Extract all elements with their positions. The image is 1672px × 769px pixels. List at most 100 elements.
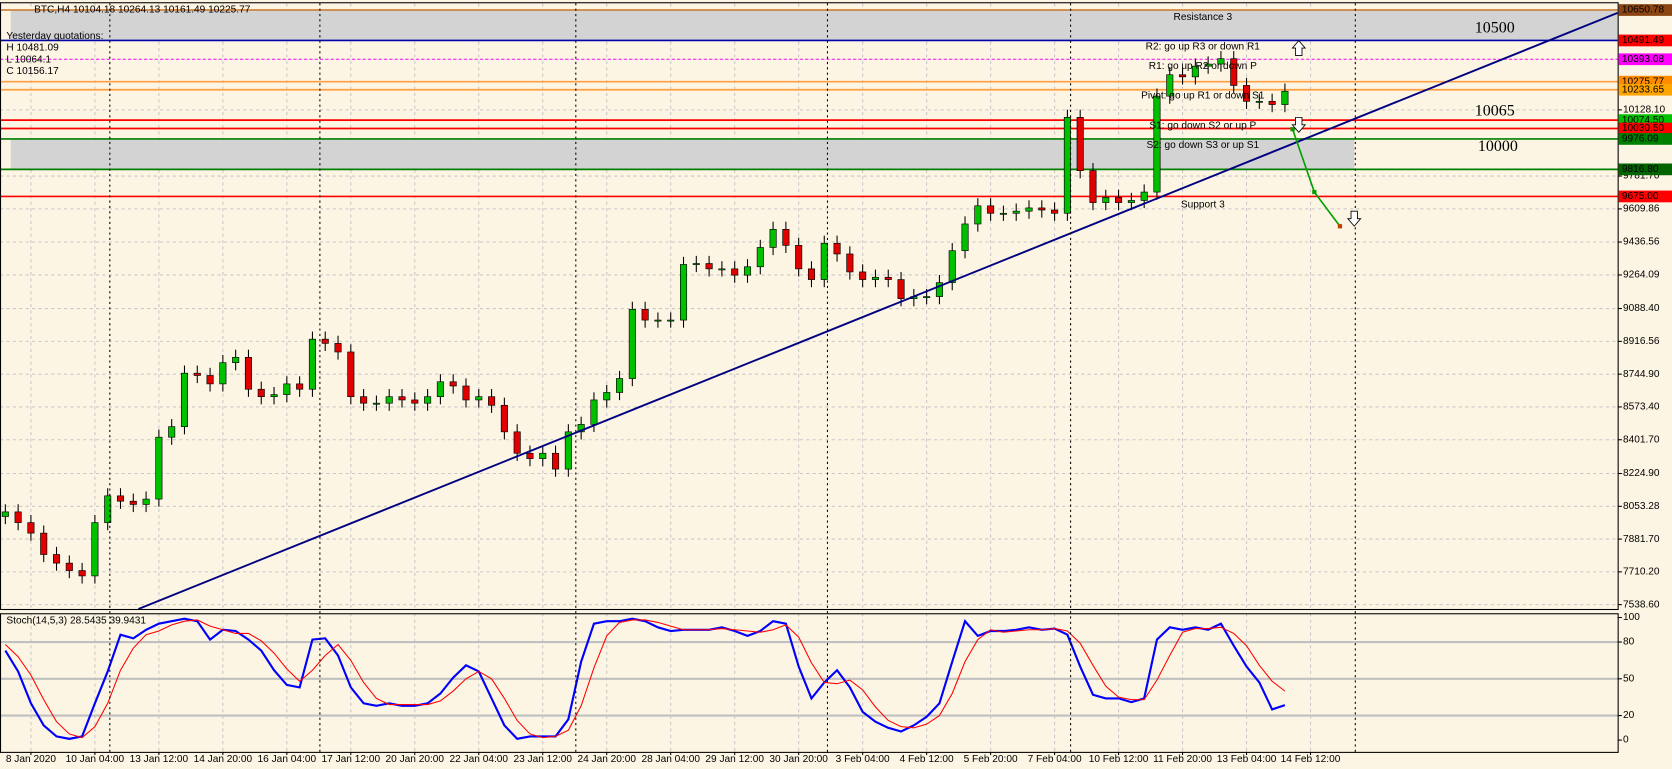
info-text: H 10481.09 bbox=[6, 43, 59, 54]
candle-body bbox=[1063, 117, 1071, 214]
candle-body bbox=[1268, 100, 1276, 105]
chart-header: BTC,H4 10104.18 10264.13 10161.49 10225.… bbox=[34, 4, 251, 15]
candle-body bbox=[654, 319, 662, 322]
open-price: 10104.18 bbox=[73, 4, 116, 15]
candle-body bbox=[833, 242, 841, 255]
candle-body bbox=[948, 250, 956, 283]
candle-body bbox=[1140, 191, 1148, 201]
candle-body bbox=[590, 399, 598, 425]
y-tick-label: 50 bbox=[1623, 673, 1635, 684]
y-tick-label: 8916.56 bbox=[1623, 336, 1660, 347]
x-tick-label: 28 Jan 04:00 bbox=[641, 754, 700, 765]
high-price: 10264.13 bbox=[118, 4, 161, 15]
indicator-line bbox=[4, 617, 1286, 741]
y-tick-label: 20 bbox=[1623, 710, 1635, 721]
candle-body bbox=[116, 495, 125, 502]
candle-body bbox=[692, 263, 700, 265]
candle-body bbox=[78, 570, 86, 577]
candle-body bbox=[1102, 197, 1110, 203]
candle-body bbox=[334, 343, 342, 353]
candle-body bbox=[257, 388, 265, 398]
candle-body bbox=[756, 247, 764, 268]
candle-body bbox=[1191, 65, 1199, 78]
y-tick-label: 8744.90 bbox=[1623, 369, 1660, 380]
background-layer bbox=[0, 3, 1622, 756]
candle-body bbox=[219, 362, 227, 385]
y-tick-label: 7538.60 bbox=[1623, 599, 1660, 610]
candle-body bbox=[1051, 209, 1059, 214]
candle-body bbox=[283, 383, 291, 395]
y-tick-label: 9436.56 bbox=[1623, 237, 1660, 248]
candle-body bbox=[999, 212, 1007, 215]
y-tick-label: 8401.70 bbox=[1623, 434, 1660, 445]
price-label: 10491.49 bbox=[1622, 35, 1665, 46]
down-arrow-icon bbox=[1346, 210, 1362, 227]
price-label: 10074.50 bbox=[1622, 115, 1665, 126]
level-annotation: R1: go up R2 or down P bbox=[1149, 61, 1257, 72]
price-label: 10275.77 bbox=[1622, 76, 1665, 87]
candle-body bbox=[1127, 200, 1135, 203]
candle-body bbox=[475, 396, 483, 401]
y-tick-label: 8053.28 bbox=[1623, 501, 1660, 512]
price-label-box bbox=[1618, 163, 1672, 176]
y-tick-label: 9781.70 bbox=[1623, 171, 1660, 182]
indicator-frame bbox=[0, 613, 1619, 753]
price-label: 9675.00 bbox=[1622, 191, 1659, 202]
low-price: 10161.49 bbox=[163, 4, 206, 15]
candle-body bbox=[577, 424, 585, 433]
candle-body bbox=[347, 351, 355, 398]
candle-body bbox=[1153, 95, 1161, 193]
candle-body bbox=[552, 452, 560, 470]
projection-point bbox=[1290, 127, 1295, 132]
round-level-label: 10065 bbox=[1475, 103, 1515, 120]
candle-body bbox=[411, 399, 419, 404]
x-tick-label: 23 Jan 12:00 bbox=[513, 754, 572, 765]
candle-body bbox=[142, 498, 150, 505]
candle-body bbox=[360, 396, 368, 404]
price-zone bbox=[10, 138, 1355, 170]
level-annotation: S1: go down S2 or up P bbox=[1149, 121, 1256, 132]
x-tick-label: 4 Feb 12:00 bbox=[900, 754, 954, 765]
y-tick-label: 80 bbox=[1623, 637, 1635, 648]
round-level-label: 10000 bbox=[1478, 138, 1518, 155]
candle-body bbox=[1281, 90, 1289, 105]
x-tick-label: 29 Jan 12:00 bbox=[705, 754, 764, 765]
x-tick-label: 17 Jan 12:00 bbox=[322, 754, 381, 765]
candle-body bbox=[1166, 74, 1174, 97]
price-label: 10233.65 bbox=[1622, 84, 1665, 95]
y-tick-label: 8224.90 bbox=[1623, 468, 1660, 479]
candle-body bbox=[500, 404, 508, 433]
candle-body bbox=[1025, 207, 1033, 212]
candle-body bbox=[1243, 85, 1251, 102]
candle-body bbox=[667, 319, 675, 322]
candle-body bbox=[743, 266, 752, 276]
candle-body bbox=[795, 245, 803, 270]
candle-body bbox=[641, 309, 649, 321]
candle-body bbox=[14, 511, 22, 523]
close-price: 10225.77 bbox=[208, 4, 251, 15]
y-tick-label: 10128.10 bbox=[1623, 105, 1666, 116]
indicator-title: Stoch(14,5,3) bbox=[6, 615, 67, 626]
candle-body bbox=[923, 296, 931, 298]
y-tick-label: 7710.20 bbox=[1623, 567, 1660, 578]
candle-body bbox=[193, 372, 201, 376]
price-label: 10030.50 bbox=[1622, 123, 1665, 134]
indicator-value: 28.5435 bbox=[70, 615, 107, 626]
candle-body bbox=[1115, 197, 1123, 203]
candle-body bbox=[782, 228, 790, 246]
candle-body bbox=[859, 271, 867, 280]
up-arrow-icon bbox=[1291, 39, 1307, 56]
price-label-box bbox=[1618, 190, 1672, 203]
candle-body bbox=[1204, 63, 1212, 67]
y-tick-label: 9264.09 bbox=[1623, 270, 1660, 281]
info-text: Yesterday quotations: bbox=[6, 31, 103, 42]
candle-body bbox=[321, 338, 329, 344]
y-tick-label: 0 bbox=[1623, 735, 1629, 746]
candle-body bbox=[436, 381, 444, 398]
price-label-box bbox=[1618, 53, 1672, 66]
candle-body bbox=[820, 242, 828, 280]
candle-body bbox=[731, 268, 739, 276]
candle-body bbox=[897, 279, 905, 299]
